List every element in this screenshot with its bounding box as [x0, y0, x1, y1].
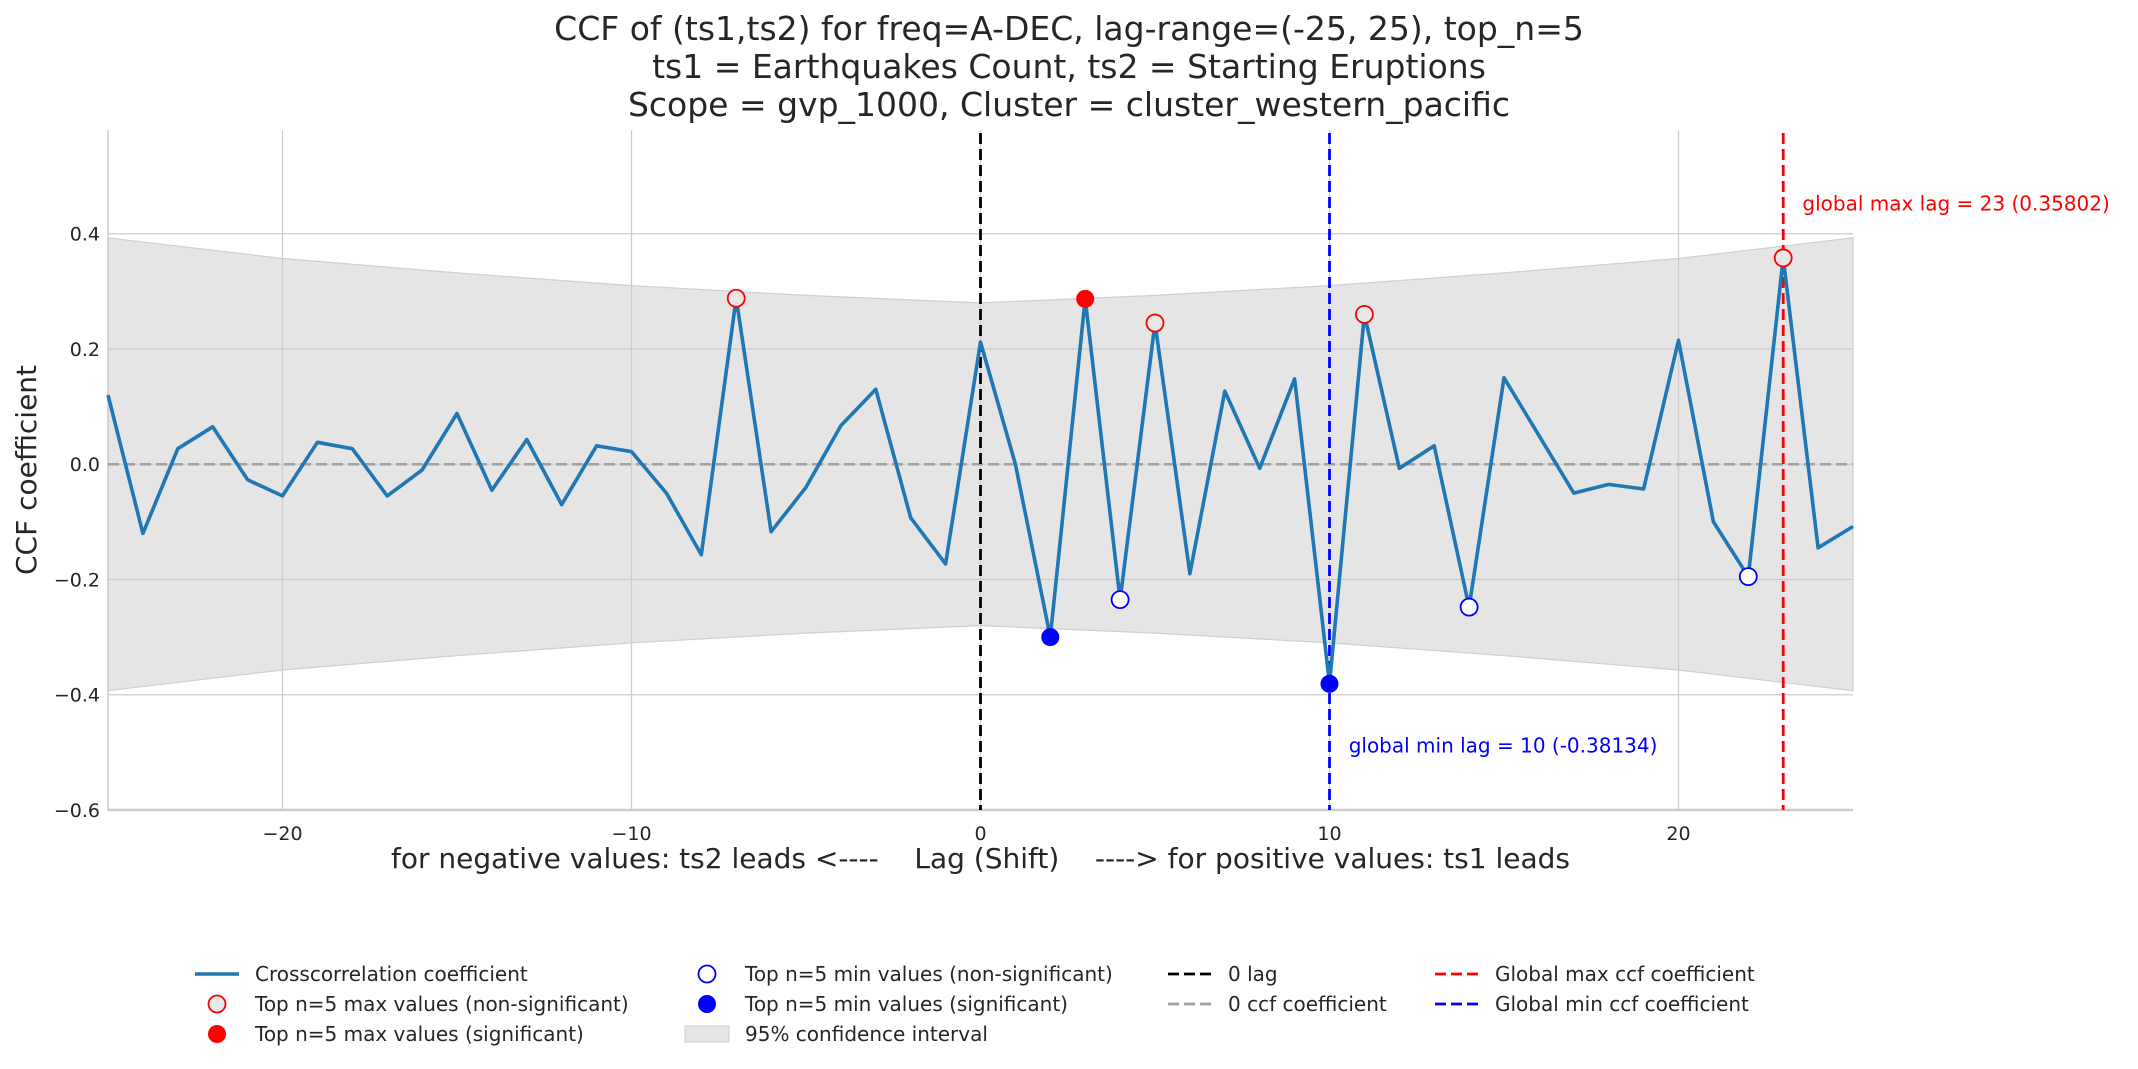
min-nonsig-marker	[1738, 567, 1758, 587]
min-nonsig-marker	[1459, 597, 1479, 617]
legend-label: Global max ccf coefficient	[1495, 962, 1755, 986]
x-tick-label: −20	[262, 823, 302, 845]
legend-label: Top n=5 max values (non-significant)	[254, 992, 629, 1016]
x-tick-label: 20	[1666, 823, 1690, 845]
legend-item: Crosscorrelation coefficient	[195, 962, 528, 986]
max-nonsig-marker	[726, 288, 746, 308]
max-sig-marker	[1076, 289, 1095, 308]
legend-item: 0 ccf coefficient	[1168, 992, 1387, 1016]
min-sig-marker	[1320, 674, 1339, 693]
x-tick-label: −10	[611, 823, 651, 845]
chart-title-line-2: ts1 = Earthquakes Count, ts2 = Starting …	[652, 47, 1486, 86]
y-tick-label: 0.2	[70, 339, 100, 361]
legend-swatch-marker	[697, 964, 717, 984]
global-max-annotation: global max lag = 23 (0.35802)	[1802, 192, 2109, 216]
max-nonsig-marker	[1773, 248, 1793, 268]
legend-item: Global min ccf coefficient	[1435, 992, 1749, 1016]
x-tick-label: 0	[974, 823, 986, 845]
legend-label: Top n=5 min values (significant)	[744, 992, 1068, 1016]
ccf-line	[106, 256, 1854, 686]
max-nonsig-marker	[1145, 313, 1165, 333]
y-axis-label: CCF coefficient	[10, 365, 43, 575]
legend-item: Top n=5 max values (significant)	[208, 1022, 584, 1046]
legend-swatch-marker	[698, 995, 716, 1013]
legend-item: Top n=5 max values (non-significant)	[207, 992, 629, 1016]
legend-label: Crosscorrelation coefficient	[255, 962, 528, 986]
y-tick-label: −0.4	[54, 685, 100, 707]
y-tick-label: 0.4	[70, 224, 100, 246]
legend-item: Top n=5 min values (non-significant)	[697, 962, 1113, 986]
legend-swatch-marker	[207, 994, 227, 1014]
legend-item: Top n=5 min values (significant)	[698, 992, 1068, 1016]
legend-label: Top n=5 min values (non-significant)	[744, 962, 1113, 986]
chart-title-line-3: Scope = gvp_1000, Cluster = cluster_west…	[627, 85, 1511, 124]
max-nonsig-marker	[1355, 305, 1374, 324]
chart-title-line-1: CCF of (ts1,ts2) for freq=A-DEC, lag-ran…	[554, 9, 1584, 48]
x-axis-label: for negative values: ts2 leads <---- Lag…	[391, 842, 1570, 875]
min-nonsig-marker	[1110, 590, 1130, 610]
x-tick-label: 10	[1317, 823, 1341, 845]
global-min-annotation: global min lag = 10 (-0.38134)	[1349, 733, 1658, 757]
legend-item: Global max ccf coefficient	[1435, 962, 1755, 986]
legend-label: Top n=5 max values (significant)	[254, 1022, 584, 1046]
min-sig-marker	[1041, 628, 1060, 647]
y-tick-label: −0.6	[54, 800, 100, 822]
y-tick-label: 0.0	[70, 454, 100, 476]
legend-label: Global min ccf coefficient	[1495, 992, 1749, 1016]
legend-label: 0 lag	[1228, 962, 1278, 986]
legend-item: 95% confidence interval	[684, 1022, 988, 1046]
legend-item: 0 lag	[1168, 962, 1278, 986]
legend-label: 0 ccf coefficient	[1228, 992, 1387, 1016]
legend-swatch-marker	[208, 1025, 226, 1043]
legend-label: 95% confidence interval	[745, 1022, 988, 1046]
legend-swatch-patch	[684, 1025, 730, 1043]
y-tick-label: −0.2	[54, 569, 100, 591]
